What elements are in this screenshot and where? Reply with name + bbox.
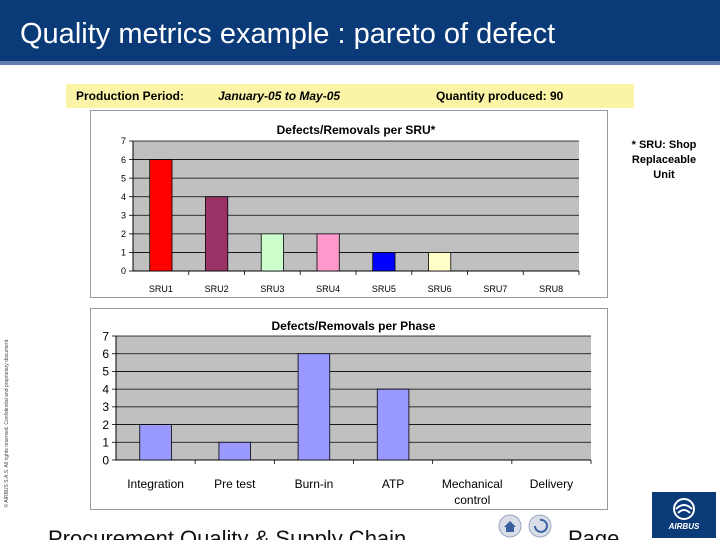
sru-note: * SRU: Shop Replaceable Unit [618,138,710,183]
production-period-band: Production Period: January-05 to May-05 … [66,84,634,108]
home-icon-glyph [504,521,516,532]
airbus-logo-text: AIRBUS [668,522,700,531]
back-icon-glyph [534,518,548,533]
footer-page-label: Page [568,526,620,540]
category-label: ATP [382,477,404,491]
bar-pre-test [218,441,251,461]
phase-defects-chart-svg: Defects/Removals per Phase 0 1 2 3 4 5 6 7 Integr… [102,319,592,507]
y-tick-label: 6 [102,347,109,361]
category-label: SRU2 [205,284,229,294]
category-label: Integration [127,477,184,491]
y-tick-label: 3 [121,211,126,221]
category-label: SRU5 [372,284,396,294]
y-tick-label: 0 [102,453,109,467]
slide-title: Quality metrics example : pareto of defe… [20,18,556,50]
bar-integration [139,424,172,461]
phase-defects-chart: Defects/Removals per Phase 0 1 2 3 4 5 6 7 Integr… [90,308,608,510]
sru-defects-chart-svg: Defects/Removals per SRU* 0 1 2 3 4 5 6 7 SRU1 SRU… [121,123,580,294]
production-period-value: January-05 to May-05 [218,89,341,103]
sru-note-line: Unit [653,169,675,181]
category-label: SRU4 [316,284,340,294]
back-icon [528,514,552,538]
production-period-label: Production Period: [76,89,184,103]
footer-icons [497,513,557,540]
category-label: Mechanical [442,477,503,491]
bar-sru5 [372,252,396,272]
category-label: SRU1 [149,284,173,294]
y-tick-label: 2 [121,229,126,239]
category-label: control [454,493,490,507]
footer-icons-svg [498,514,552,538]
y-tick-label: 6 [121,155,126,165]
airbus-logo-mark [673,498,695,520]
y-tick-label: 2 [102,418,109,432]
y-tick-label: 1 [121,248,126,258]
category-label: SRU7 [483,284,507,294]
bar-atp [376,388,410,461]
y-tick-label: 5 [121,173,126,183]
y-tick-label: 1 [102,436,109,450]
bar-burn-in [297,353,331,461]
y-tick-label: 7 [121,136,126,146]
y-tick-label: 4 [102,382,109,396]
sru-defects-chart: Defects/Removals per SRU* 0 1 2 3 4 5 6 7 SRU1 SRU… [90,110,608,298]
chart-title: Defects/Removals per SRU* [277,123,436,137]
plot-area [116,336,591,460]
bar-sru6 [428,252,452,272]
chart-title: Defects/Removals per Phase [271,319,435,333]
y-tick-label: 4 [121,192,126,202]
plot-area [133,141,579,271]
y-tick-label: 7 [102,329,109,343]
category-label: SRU3 [260,284,284,294]
copyright-side-text: © AIRBUS S.A.S. All rights reserved. Con… [4,338,10,508]
category-label: Delivery [530,477,573,491]
bar-sru1 [149,159,173,272]
title-bar: Quality metrics example : pareto of defe… [0,0,720,65]
sru-note-line: Replaceable [631,154,697,166]
category-label: Burn-in [295,477,334,491]
category-label: SRU8 [539,284,563,294]
bar-sru2 [205,196,229,272]
y-tick-label: 0 [121,266,126,276]
y-tick-label: 3 [102,400,109,414]
airbus-logo: AIRBUS [652,492,716,538]
category-label: Pre test [214,477,256,491]
footer-department: Procurement Quality & Supply Chain [48,526,407,540]
y-tick-label: 5 [102,365,109,379]
quantity-produced: Quantity produced: 90 [436,89,564,103]
category-label: SRU6 [428,284,452,294]
bar-sru3 [260,233,284,272]
sru-note-line: * SRU: Shop [631,139,697,151]
bar-sru4 [316,233,340,272]
